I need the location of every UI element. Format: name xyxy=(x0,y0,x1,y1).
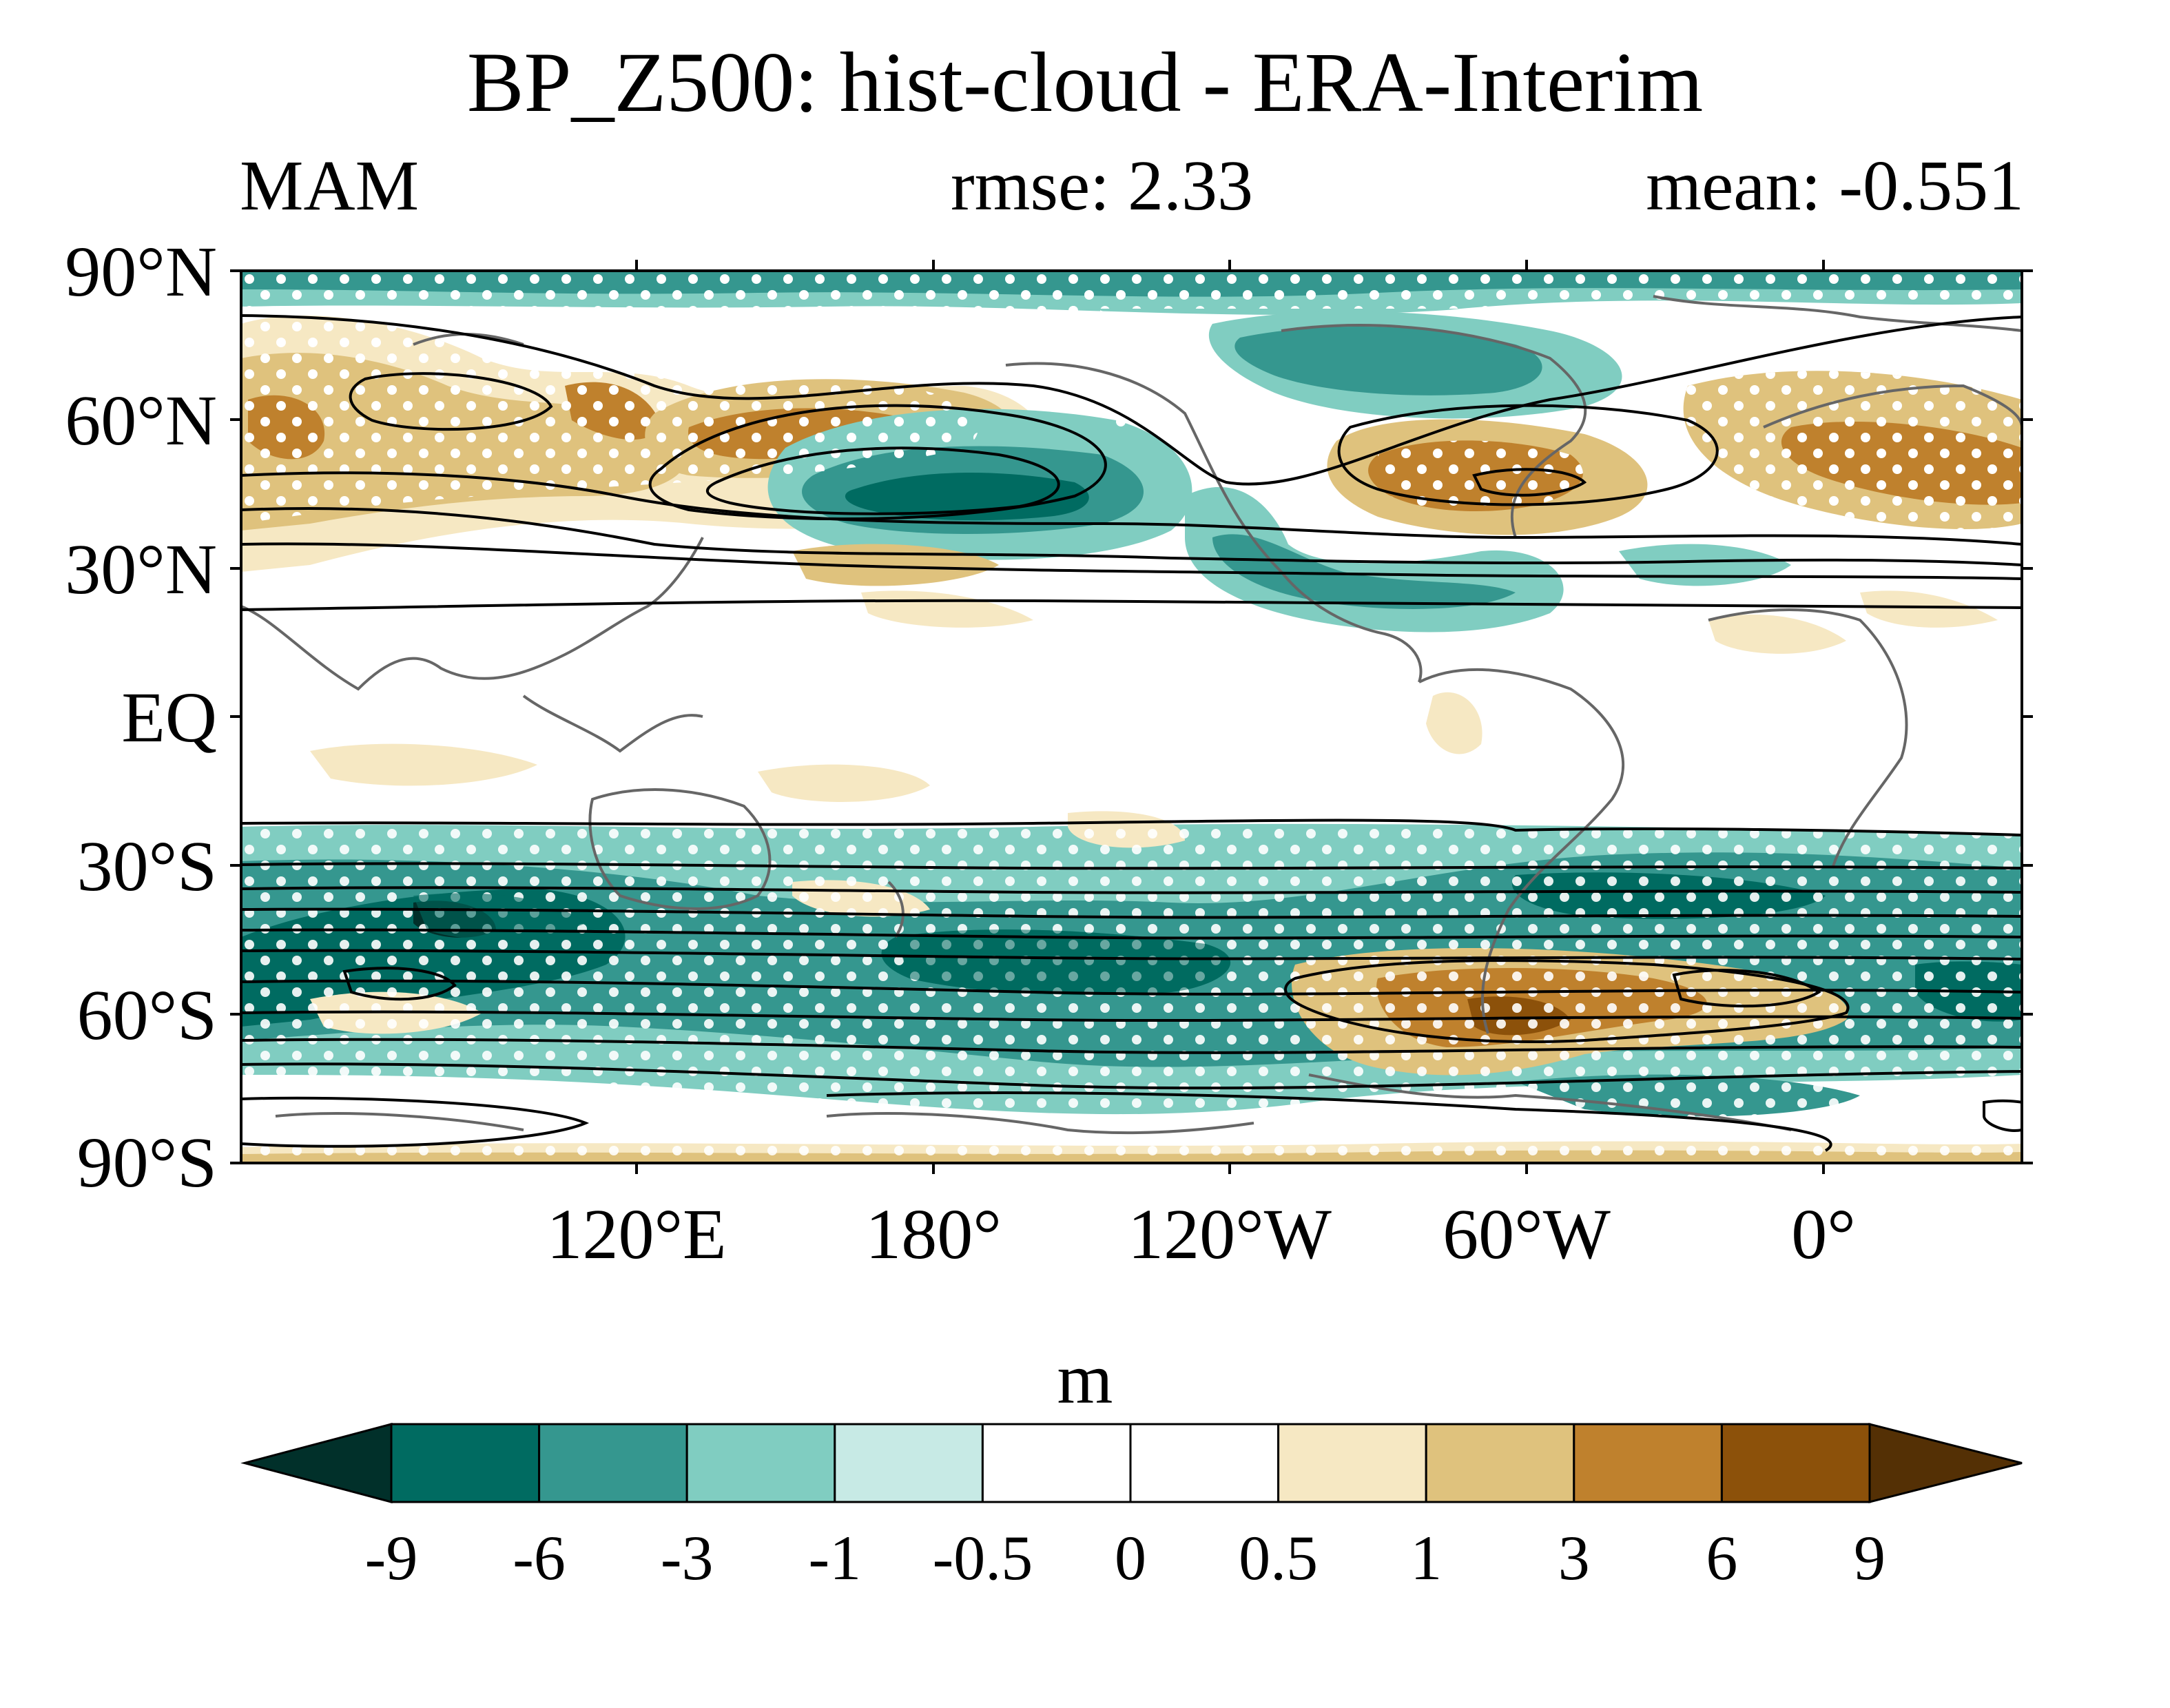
lat-label-90n: 90°N xyxy=(65,232,217,311)
colorbar-tick-label: -0.5 xyxy=(932,1523,1033,1593)
colorbar-box xyxy=(538,1423,688,1503)
colorbar-tick-label: 3 xyxy=(1558,1523,1590,1593)
map-title: BP_Z500: hist-cloud - ERA-Interim xyxy=(466,35,1704,130)
lat-label-60n: 60°N xyxy=(65,381,217,460)
coastlines xyxy=(241,295,2022,1135)
axis-ticks xyxy=(230,260,2033,1174)
colorbar-tick-label: 0 xyxy=(1115,1523,1146,1593)
colorbar-box xyxy=(981,1423,1132,1503)
colorbar-tick-label: 9 xyxy=(1854,1523,1885,1593)
lon-label-0: 0° xyxy=(1791,1195,1856,1274)
stippling-arctic xyxy=(241,271,2022,309)
rmse-label: rmse: 2.33 xyxy=(951,146,1254,225)
lat-label-eq: EQ xyxy=(121,678,217,757)
anomaly-field xyxy=(241,271,2022,1163)
colorbar-box xyxy=(1129,1423,1280,1503)
lon-label-180: 180° xyxy=(865,1195,1002,1274)
mean-label: mean: -0.551 xyxy=(1646,146,2024,225)
colorbar-box xyxy=(1720,1423,1871,1503)
colorbar-arrow-low xyxy=(240,1423,393,1503)
lat-label-30s: 30°S xyxy=(76,827,217,906)
lon-label-120w: 120°W xyxy=(1128,1195,1332,1274)
colorbar-tick-label: 6 xyxy=(1706,1523,1738,1593)
colorbar-tick-label: -1 xyxy=(808,1523,862,1593)
colorbar-box xyxy=(834,1423,984,1503)
colorbar-box xyxy=(1277,1423,1427,1503)
climatology-contours xyxy=(241,314,2022,1152)
colorbar-box xyxy=(685,1423,836,1503)
stippling-nh xyxy=(241,316,978,524)
colorbar-tick-label: 1 xyxy=(1410,1523,1443,1593)
colorbar-units: m xyxy=(1057,1339,1113,1419)
lat-label-60s: 60°S xyxy=(76,976,217,1055)
colorbar-tick-label: 0.5 xyxy=(1239,1523,1319,1593)
colorbar-box xyxy=(1573,1423,1723,1503)
colorbar-tick-label: -9 xyxy=(364,1523,418,1593)
season-label: MAM xyxy=(240,146,420,225)
lat-label-30n: 30°N xyxy=(65,530,217,609)
lat-label-90s: 90°S xyxy=(76,1123,217,1202)
colorbar-box xyxy=(390,1423,541,1503)
colorbar-tick-label: -3 xyxy=(660,1523,714,1593)
colorbar-arrow-high xyxy=(1868,1423,2023,1503)
colorbar-box xyxy=(1425,1423,1575,1503)
colorbar-tick-label: -6 xyxy=(513,1523,566,1593)
lon-label-60w: 60°W xyxy=(1443,1195,1611,1274)
lon-label-120e: 120°E xyxy=(546,1195,727,1274)
